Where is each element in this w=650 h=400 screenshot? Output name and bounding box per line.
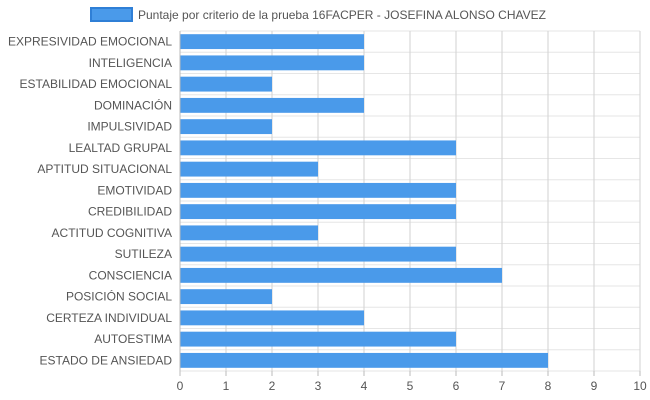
bar[interactable] bbox=[180, 352, 549, 368]
bar[interactable] bbox=[180, 310, 365, 326]
category-label: EMOTIVIDAD bbox=[97, 183, 172, 197]
bars bbox=[180, 34, 549, 368]
bar[interactable] bbox=[180, 246, 457, 262]
legend-swatch[interactable] bbox=[90, 7, 133, 22]
category-label: ACTITUD COGNITIVA bbox=[52, 226, 172, 240]
bar[interactable] bbox=[180, 119, 273, 135]
category-label: ESTADO DE ANSIEDAD bbox=[40, 353, 173, 367]
x-tick-label: 3 bbox=[315, 379, 322, 393]
category-label: CREDIBILIDAD bbox=[88, 205, 172, 219]
x-tick-label: 7 bbox=[499, 379, 506, 393]
category-label: ESTABILIDAD EMOCIONAL bbox=[20, 77, 173, 91]
x-tick-label: 0 bbox=[177, 379, 184, 393]
x-tick-label: 5 bbox=[407, 379, 414, 393]
bar[interactable] bbox=[180, 182, 457, 198]
bar[interactable] bbox=[180, 34, 365, 50]
category-label: IMPULSIVIDAD bbox=[87, 120, 172, 134]
bar[interactable] bbox=[180, 97, 365, 113]
category-label: POSICIÓN SOCIAL bbox=[66, 289, 172, 304]
bar[interactable] bbox=[180, 225, 319, 241]
x-tick-labels: 0 1 2 3 4 5 6 7 8 9 10 bbox=[177, 379, 647, 393]
bar[interactable] bbox=[180, 204, 457, 220]
x-tick-label: 2 bbox=[269, 379, 276, 393]
bar[interactable] bbox=[180, 76, 273, 92]
bar[interactable] bbox=[180, 267, 503, 283]
category-label: AUTOESTIMA bbox=[94, 332, 172, 346]
category-label: APTITUD SITUACIONAL bbox=[37, 162, 172, 176]
legend: Puntaje por criterio de la prueba 16FACP… bbox=[90, 7, 546, 22]
bar[interactable] bbox=[180, 55, 365, 71]
category-label: SUTILEZA bbox=[115, 247, 172, 261]
category-label: INTELIGENCIA bbox=[89, 56, 172, 70]
x-tick-label: 8 bbox=[545, 379, 552, 393]
bar[interactable] bbox=[180, 331, 457, 347]
bar[interactable] bbox=[180, 161, 319, 177]
category-labels: EXPRESIVIDAD EMOCIONAL INTELIGENCIA ESTABI… bbox=[8, 35, 172, 368]
x-tick-label: 6 bbox=[453, 379, 460, 393]
bar[interactable] bbox=[180, 140, 457, 156]
category-label: CERTEZA INDIVIDUAL bbox=[46, 311, 172, 325]
category-label: EXPRESIVIDAD EMOCIONAL bbox=[8, 35, 172, 49]
category-label: LEALTAD GRUPAL bbox=[69, 141, 173, 155]
x-tick-label: 10 bbox=[633, 379, 647, 393]
category-label: DOMINACIÓN bbox=[94, 97, 172, 112]
category-label: CONSCIENCIA bbox=[89, 268, 172, 282]
x-tick-label: 9 bbox=[591, 379, 598, 393]
legend-label: Puntaje por criterio de la prueba 16FACP… bbox=[138, 8, 546, 22]
bar[interactable] bbox=[180, 289, 273, 305]
x-tick-label: 1 bbox=[223, 379, 230, 393]
x-tick-label: 4 bbox=[361, 379, 368, 393]
